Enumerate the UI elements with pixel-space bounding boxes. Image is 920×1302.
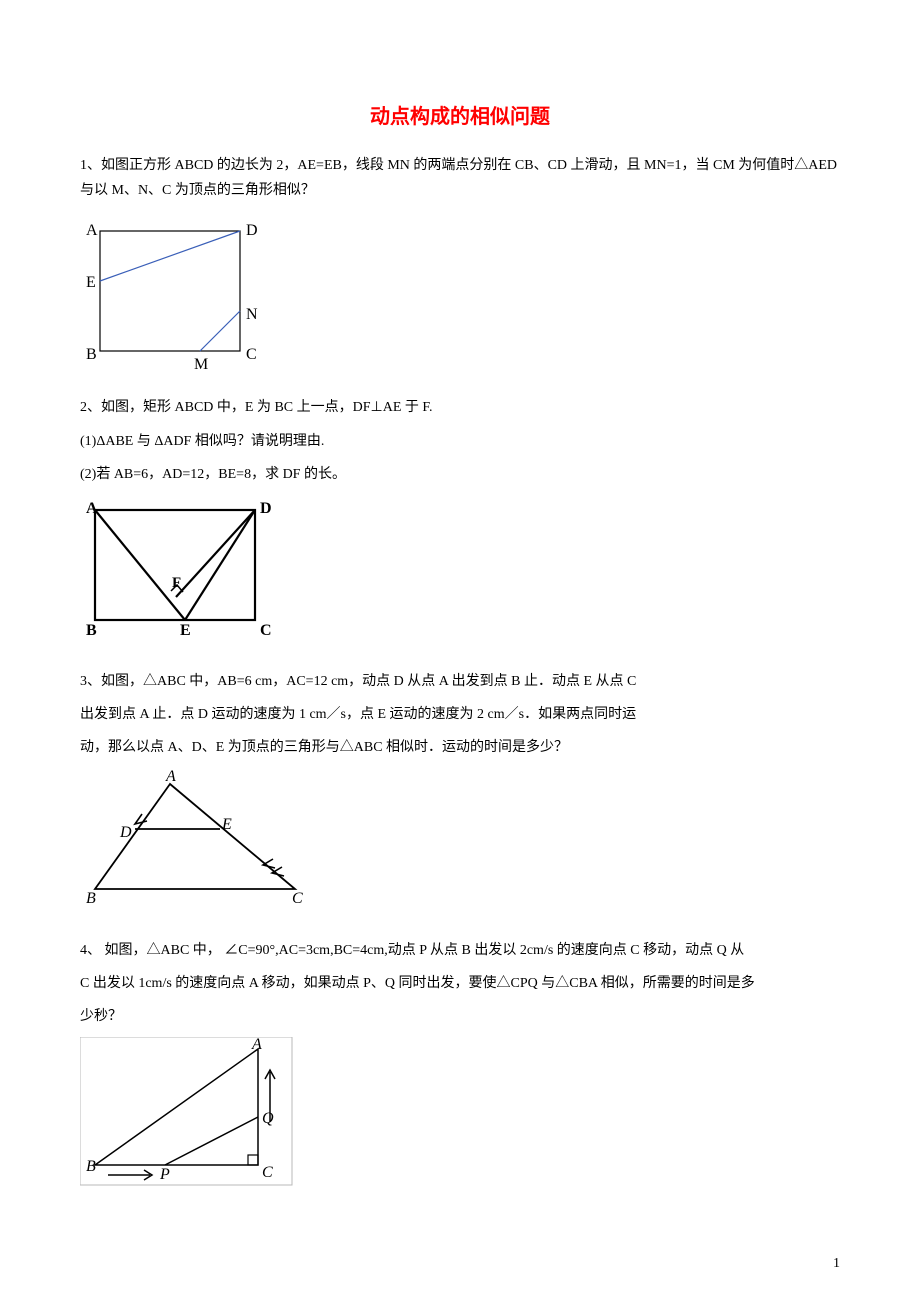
svg-text:E: E	[221, 816, 232, 833]
svg-text:B: B	[86, 1158, 96, 1175]
svg-text:A: A	[86, 500, 98, 517]
problem-3-line2: 出发到点 A 止．点 D 运动的速度为 1 cm／s，点 E 运动的速度为 2 …	[80, 702, 840, 727]
problem-2-line2: (1)ΔABE 与 ΔADF 相似吗？请说明理由.	[80, 429, 840, 454]
figure-4: A B C P Q	[80, 1037, 840, 1187]
svg-text:F: F	[172, 575, 181, 591]
svg-text:Q: Q	[262, 1110, 274, 1127]
figure-3-svg: A D E B C	[80, 769, 320, 914]
problem-3-line1: 3、如图，△ABC 中，AB=6 cm，AC=12 cm，动点 D 从点 A 出…	[80, 669, 840, 694]
svg-text:A: A	[165, 769, 176, 785]
svg-text:C: C	[262, 1164, 273, 1181]
figure-1-svg: A D E N B M C	[80, 211, 280, 371]
svg-text:B: B	[86, 346, 97, 363]
problem-4-line1: 4、 如图，△ABC 中， ∠C=90°,AC=3cm,BC=4cm,动点 P …	[80, 938, 840, 963]
problem-2-line1: 2、如图，矩形 ABCD 中，E 为 BC 上一点，DF⊥AE 于 F.	[80, 395, 840, 420]
svg-text:D: D	[246, 222, 258, 239]
svg-text:C: C	[246, 346, 257, 363]
svg-text:M: M	[194, 356, 208, 371]
page-title: 动点构成的相似问题	[80, 100, 840, 129]
svg-text:B: B	[86, 890, 96, 907]
figure-4-svg: A B C P Q	[80, 1037, 295, 1187]
svg-text:N: N	[246, 306, 258, 323]
figure-2-svg: A D B E C F	[80, 495, 280, 645]
problem-1-text: 1、如图正方形 ABCD 的边长为 2，AE=EB，线段 MN 的两端点分别在 …	[80, 153, 840, 203]
problem-4-line3: 少秒？	[80, 1004, 840, 1029]
page-number: 1	[833, 1256, 840, 1272]
svg-text:D: D	[119, 824, 132, 841]
svg-text:B: B	[86, 622, 97, 639]
svg-text:D: D	[260, 500, 272, 517]
problem-3-line3: 动，那么以点 A、D、E 为顶点的三角形与△ABC 相似时．运动的时间是多少？	[80, 735, 840, 760]
figure-1: A D E N B M C	[80, 211, 840, 371]
svg-text:E: E	[86, 274, 96, 291]
problem-4-line2: C 出发以 1cm/s 的速度向点 A 移动，如果动点 P、Q 同时出发，要使△…	[80, 971, 840, 996]
svg-text:C: C	[292, 890, 303, 907]
figure-2: A D B E C F	[80, 495, 840, 645]
svg-text:E: E	[180, 622, 191, 639]
svg-text:A: A	[251, 1037, 262, 1053]
problem-2-line3: (2)若 AB=6，AD=12，BE=8，求 DF 的长。	[80, 462, 840, 487]
svg-text:A: A	[86, 222, 98, 239]
svg-text:P: P	[159, 1166, 170, 1183]
svg-text:C: C	[260, 622, 272, 639]
figure-3: A D E B C	[80, 769, 840, 914]
